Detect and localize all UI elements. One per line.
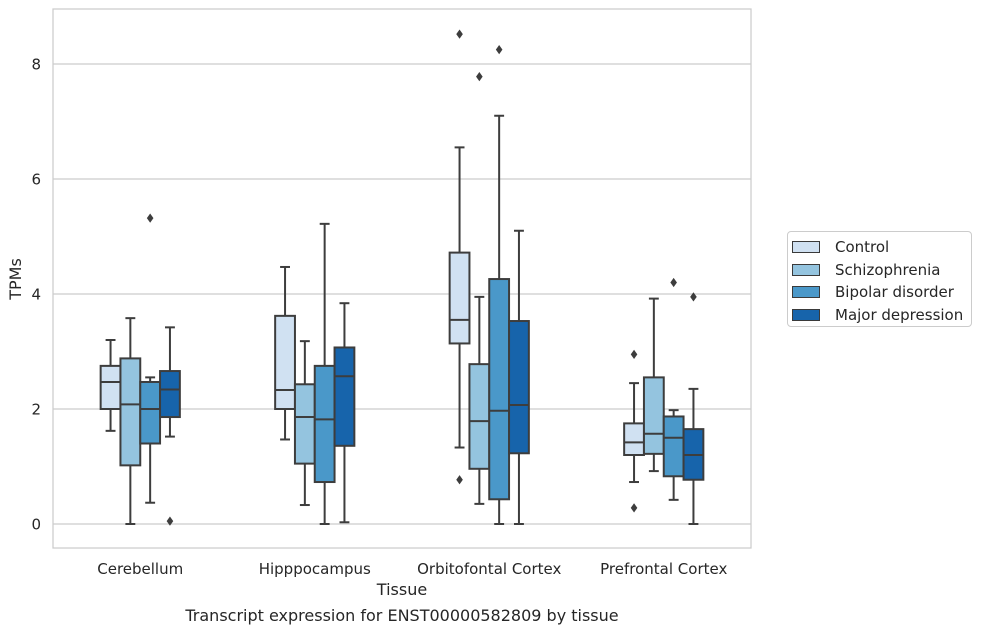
legend-item: Schizophrenia [792,259,971,282]
box [448,29,471,485]
y-tick-label: 0 [31,516,41,534]
box [662,277,685,501]
y-axis-label: TPMs [6,258,25,301]
outlier-point [495,45,503,55]
outlier-point [690,292,697,302]
y-axis-ticks: 0 2 4 6 8 [31,56,41,534]
box [313,222,336,525]
iqr-box [313,364,336,484]
iqr-box [468,363,491,470]
legend: Control Schizophrenia Bipolar disorder Majo… [787,231,972,327]
grid-lines [53,63,751,525]
x-axis-ticks: Cerebellum Hipppocampus Orbitofontal Corte… [97,560,727,578]
iqr-box [488,278,511,501]
series-major-depression [159,229,705,526]
outlier-point [476,72,483,82]
legend-item: Major depression [792,304,971,327]
series-schizophrenia [119,72,665,525]
y-tick-label: 4 [31,286,41,304]
iqr-box [293,383,316,465]
series-control [99,29,645,513]
iqr-box [139,380,162,445]
iqr-box [623,422,645,456]
iqr-box [274,314,296,411]
outlier-point [456,475,463,485]
box [159,326,181,526]
legend-item: Control [792,236,971,259]
box [508,229,530,525]
series-bipolar-disorder [139,45,685,525]
iqr-box [119,357,142,467]
outlier-point [630,349,638,359]
legend-label: Schizophrenia [835,260,941,279]
box-series [99,29,705,526]
legend-swatch [792,263,820,276]
chart-caption: Transcript expression for ENST0000058280… [185,606,619,625]
iqr-box [333,346,356,447]
outlier-point [146,213,154,223]
x-tick-label: Orbitofontal Cortex [417,560,561,578]
iqr-box [99,364,122,410]
x-tick-label: Prefrontal Cortex [600,560,727,578]
box [488,45,511,525]
x-tick-label: Hipppocampus [259,560,371,578]
iqr-box [642,376,665,455]
x-tick-label: Cerebellum [97,560,183,578]
outlier-point [456,29,463,39]
legend-label: Bipolar disorder [835,283,954,302]
box [623,349,645,513]
box [333,302,356,524]
iqr-box [508,320,530,455]
iqr-box [448,251,471,345]
legend-swatch [792,241,820,254]
legend-item: Bipolar disorder [792,281,971,304]
y-tick-label: 2 [31,401,41,419]
box [642,297,665,473]
legend-swatch [792,286,820,299]
y-tick-label: 8 [31,56,41,74]
box [682,292,705,525]
box [293,340,316,507]
y-tick-label: 6 [31,171,41,189]
iqr-box [159,370,181,419]
box [468,72,491,505]
iqr-box [662,415,685,478]
outlier-point [630,503,638,513]
box [139,213,162,504]
box [119,317,142,525]
box [274,265,296,441]
legend-label: Major depression [835,305,964,324]
x-axis-label: Tissue [376,580,427,599]
outlier-point [166,516,174,526]
plot-frame [52,8,752,549]
outlier-point [670,277,677,288]
box [99,339,122,432]
legend-swatch [792,308,820,321]
legend-label: Control [835,238,890,257]
